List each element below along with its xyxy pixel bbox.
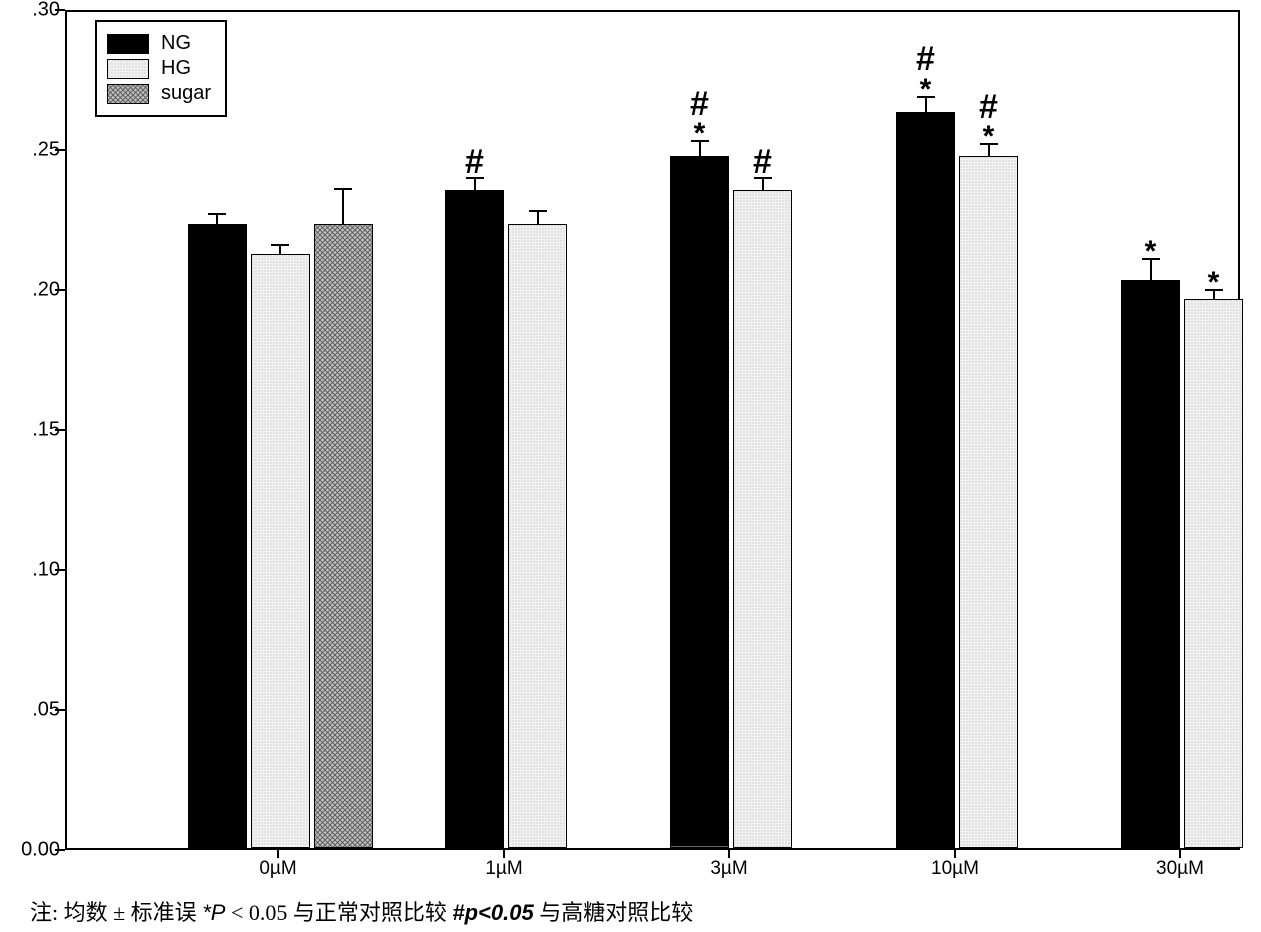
error-cap xyxy=(334,188,352,190)
y-tick-label: 0.00 xyxy=(10,839,60,862)
bar-ng xyxy=(896,112,955,848)
bar-hg xyxy=(1184,299,1243,848)
bar-ng xyxy=(670,156,729,848)
bar-ng xyxy=(188,224,247,848)
hash-annotation: # xyxy=(753,143,772,182)
caption-prefix: 注: 均数 ± 标准误 xyxy=(30,900,202,925)
legend-item: HG xyxy=(107,57,211,80)
legend-label: NG xyxy=(161,32,191,55)
bar-ng xyxy=(1121,280,1180,848)
error-bar xyxy=(342,190,344,224)
x-tick-mark xyxy=(277,850,279,858)
y-tick-label: .30 xyxy=(10,0,60,22)
x-tick-label: 0µM xyxy=(259,858,296,880)
legend-label: HG xyxy=(161,57,191,80)
x-tick-mark xyxy=(503,850,505,858)
y-tick-mark xyxy=(55,429,65,431)
x-tick-mark xyxy=(1179,850,1181,858)
legend: NG HG sugar xyxy=(95,20,227,117)
caption: 注: 均数 ± 标准误 *P < 0.05 与正常对照比较 #p<0.05 与高… xyxy=(30,895,693,927)
x-tick-mark xyxy=(954,850,956,858)
x-tick-label: 10µM xyxy=(931,858,979,880)
y-tick-label: .20 xyxy=(10,279,60,302)
bar-hg xyxy=(508,224,567,848)
bar-hg xyxy=(959,156,1018,848)
bar-hg xyxy=(733,190,792,848)
chart-container: .30 .25 .20 .15 .10 .05 0.00 #*##*#*#** xyxy=(0,0,1261,932)
error-cap xyxy=(271,244,289,246)
legend-swatch-ng xyxy=(107,34,149,54)
hash-annotation: # xyxy=(979,88,998,127)
error-bar xyxy=(537,212,539,223)
bar-ng xyxy=(445,190,504,848)
y-tick-label: .10 xyxy=(10,559,60,582)
star-annotation: * xyxy=(1208,266,1220,300)
bar-hg xyxy=(251,254,310,848)
bar-sugar xyxy=(314,224,373,848)
error-bar xyxy=(279,246,281,254)
y-tick-mark xyxy=(55,149,65,151)
legend-label: sugar xyxy=(161,82,211,105)
error-cap xyxy=(208,213,226,215)
y-tick-label: .25 xyxy=(10,139,60,162)
x-tick-label: 3µM xyxy=(710,858,747,880)
hash-annotation: # xyxy=(916,40,935,79)
error-cap xyxy=(529,210,547,212)
legend-swatch-sugar xyxy=(107,84,149,104)
y-tick-mark xyxy=(55,289,65,291)
x-tick-mark xyxy=(728,850,730,858)
hash-annotation: # xyxy=(465,143,484,182)
x-tick-label: 30µM xyxy=(1156,858,1204,880)
y-tick-mark xyxy=(55,709,65,711)
legend-swatch-hg xyxy=(107,59,149,79)
y-tick-mark xyxy=(55,849,65,851)
y-tick-label: .15 xyxy=(10,419,60,442)
legend-item: sugar xyxy=(107,82,211,105)
y-tick-mark xyxy=(55,9,65,11)
legend-item: NG xyxy=(107,32,211,55)
error-bar xyxy=(216,215,218,223)
star-annotation: * xyxy=(1145,235,1157,269)
caption-p2-label: #p<0.05 xyxy=(452,900,533,925)
caption-p2-rest: 与高糖对照比较 xyxy=(539,900,693,925)
y-tick-mark xyxy=(55,569,65,571)
y-tick-label: .05 xyxy=(10,699,60,722)
hash-annotation: # xyxy=(690,85,709,124)
caption-p1-label: *P xyxy=(202,900,225,925)
plot-area: #*##*#*#** xyxy=(65,10,1240,850)
x-tick-label: 1µM xyxy=(485,858,522,880)
caption-p1-rest: < 0.05 与正常对照比较 xyxy=(231,900,452,925)
